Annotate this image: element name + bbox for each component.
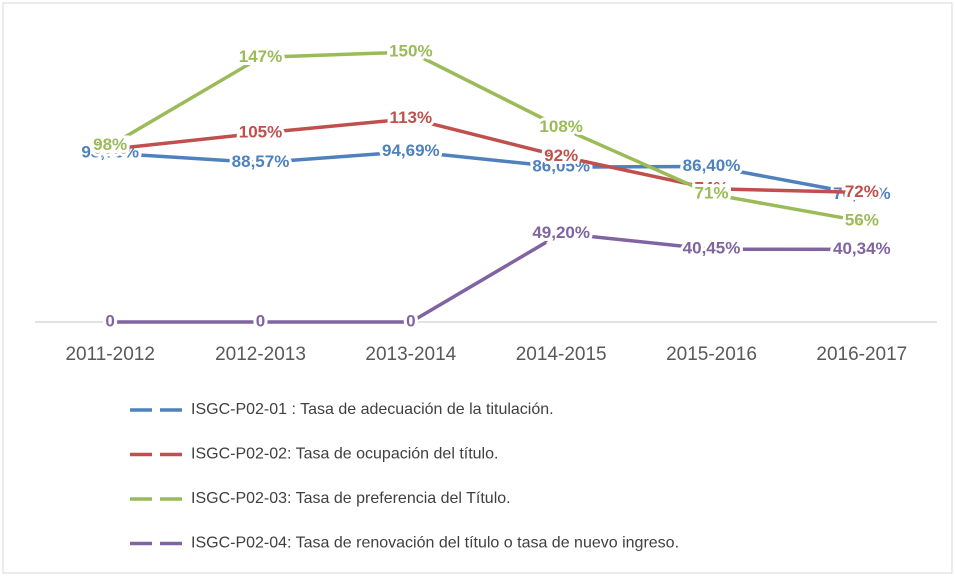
data-label: 56% [845,211,879,230]
series-line [110,231,862,324]
x-tick-label: 2015-2016 [666,344,757,365]
data-label: 94,69% [382,141,440,160]
data-label: 96% [93,139,127,158]
data-label: 40,45% [683,239,741,258]
data-label: 150% [389,41,432,60]
data-label: 49,20% [532,223,590,242]
x-tick-label: 2011-2012 [65,344,154,365]
x-tick-label: 2013-2014 [365,344,456,365]
data-label: 0 [406,311,415,330]
data-label: 40,34% [833,239,891,258]
x-tick-label: 2014-2015 [516,344,607,365]
data-label: 92% [544,146,578,165]
series-line [109,50,863,223]
data-label: 88,57% [232,152,290,171]
legend-label: ISGC-P02-04: Tasa de renovación del títu… [191,535,679,552]
series-line [110,149,863,197]
data-label: 86,05% [532,157,590,176]
data-label: 0 [105,311,114,330]
legend-label: ISGC-P02-03: Tasa de preferencia del Tít… [191,490,511,507]
legend-label: ISGC-P02-02: Tasa de ocupación del títul… [191,446,498,463]
x-tick-label: 2012-2013 [215,344,306,365]
data-label: 108% [539,117,582,136]
data-label: 86,40% [683,156,741,175]
data-label: 147% [239,47,282,66]
data-label: 0 [256,311,265,330]
legend-label: ISGC-P02-01 : Tasa de adecuación de la t… [191,401,554,418]
series-line [109,116,862,195]
data-label: 71% [694,184,728,203]
data-label: 93,75% [81,143,139,162]
data-label: 98% [93,135,127,154]
data-label: 113% [390,108,433,127]
data-label: 72% [845,182,879,201]
data-label: 105% [239,122,282,141]
x-tick-label: 2016-2017 [816,344,907,365]
